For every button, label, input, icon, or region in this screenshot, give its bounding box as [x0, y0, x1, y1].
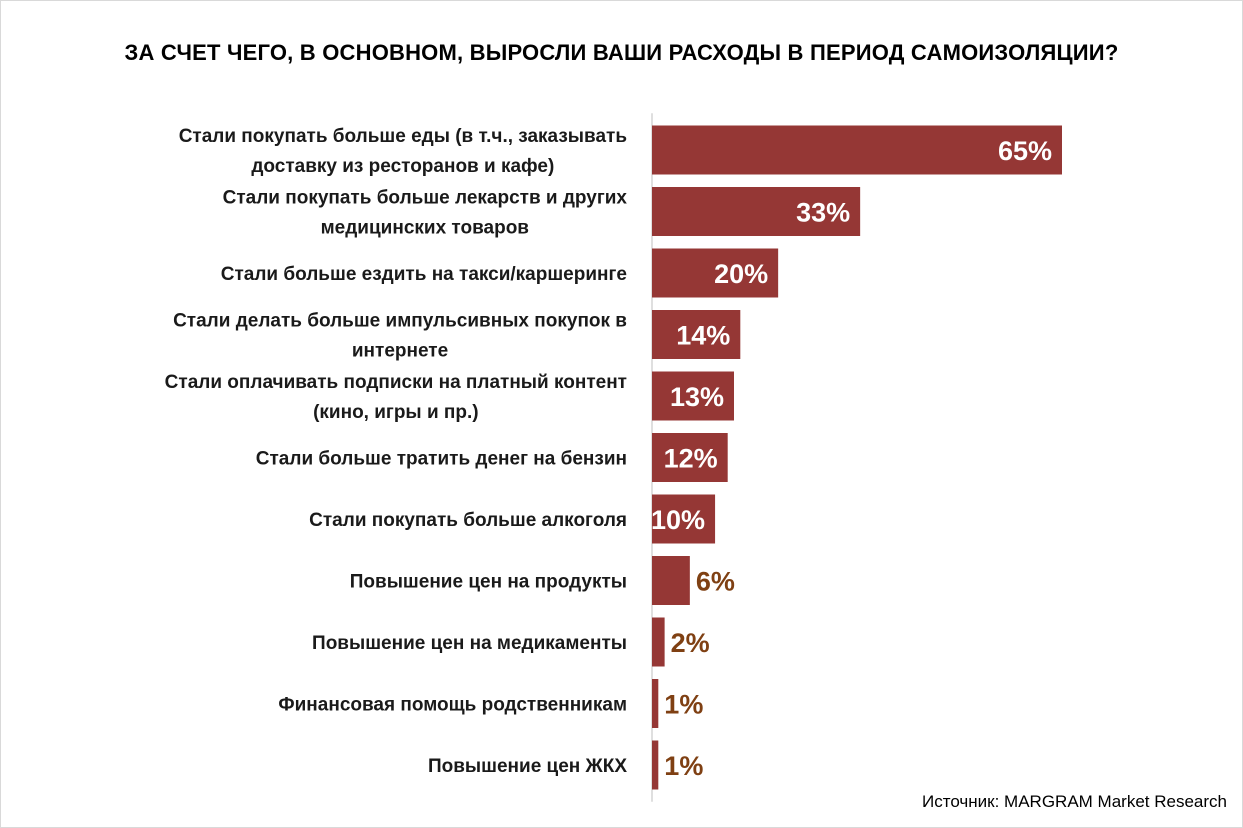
category-label: Стали покупать больше лекарств и других — [223, 188, 628, 209]
data-label: 13% — [670, 382, 724, 412]
category-label: Стали оплачивать подписки на платный кон… — [165, 372, 627, 393]
category-label: Повышение цен на продукты — [350, 572, 627, 593]
data-label: 20% — [714, 259, 768, 289]
category-label: Стали больше тратить денег на бензин — [256, 449, 627, 470]
category-label: Стали больше ездить на такси/каршеринге — [221, 264, 627, 285]
bar — [652, 556, 690, 605]
source-note: Источник: MARGRAM Market Research — [922, 792, 1227, 811]
category-label: доставку из ресторанов и кафе) — [251, 156, 554, 177]
data-label: 33% — [796, 198, 850, 228]
bar — [652, 248, 779, 298]
category-label: (кино, игры и пр.) — [313, 402, 479, 423]
bar — [652, 310, 741, 359]
data-label: 10% — [651, 505, 705, 535]
data-label: 65% — [998, 136, 1052, 166]
data-label: 12% — [664, 444, 718, 474]
category-label: интернете — [352, 341, 448, 362]
category-label: Стали покупать больше алкоголя — [309, 510, 627, 531]
category-label: Повышение цен ЖКХ — [428, 756, 627, 777]
bar — [652, 187, 861, 236]
bar — [652, 494, 716, 544]
category-label: Стали покупать больше еды (в т.ч., заказ… — [179, 126, 627, 147]
bar — [652, 125, 1062, 175]
bar — [652, 371, 734, 421]
bar — [652, 679, 659, 728]
data-label: 6% — [696, 567, 735, 597]
data-label: 14% — [676, 321, 730, 351]
category-label: Финансовая помощь родственникам — [278, 695, 627, 716]
category-label: медицинских товаров — [321, 218, 529, 239]
data-label: 1% — [664, 751, 703, 781]
category-label: Повышение цен на медикаменты — [312, 633, 627, 654]
bar — [652, 433, 728, 482]
category-label: Стали делать больше импульсивных покупок… — [173, 311, 627, 332]
bar — [652, 740, 659, 790]
data-label: 2% — [671, 628, 710, 658]
data-label: 1% — [664, 690, 703, 720]
chart-title: ЗА СЧЕТ ЧЕГО, В ОСНОВНОМ, ВЫРОСЛИ ВАШИ Р… — [124, 40, 1119, 65]
bar — [652, 617, 665, 667]
